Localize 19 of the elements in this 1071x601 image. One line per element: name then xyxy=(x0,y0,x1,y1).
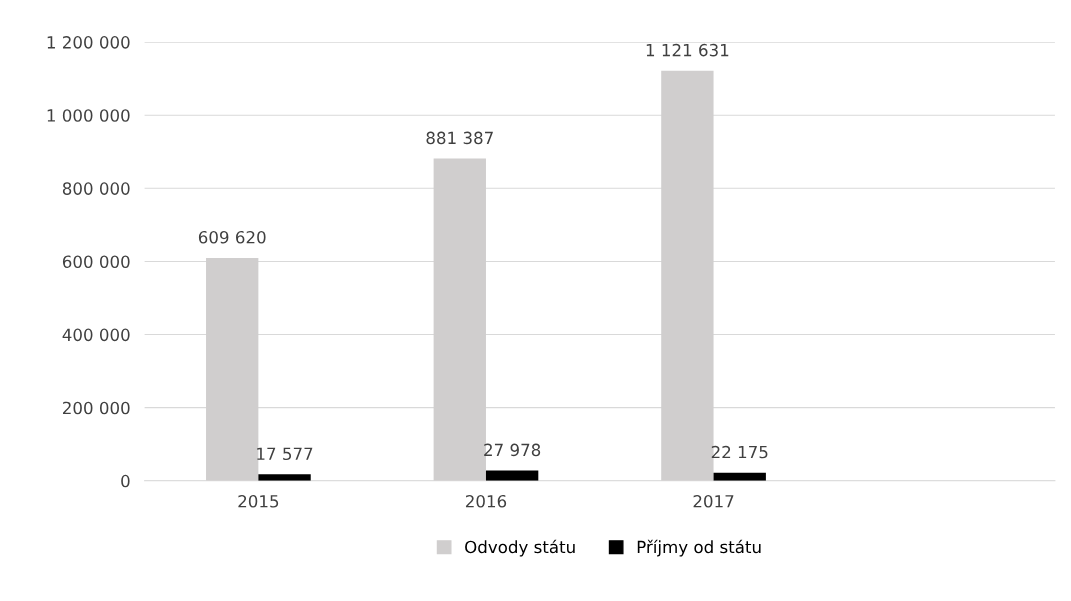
y-tick-label: 1 000 000 xyxy=(47,109,130,122)
data-label: 22 175 xyxy=(711,445,768,459)
legend-label: Příjmy od státu xyxy=(637,539,761,557)
data-label: 881 387 xyxy=(426,131,493,145)
data-label: 17 577 xyxy=(257,447,313,461)
bar xyxy=(258,474,311,481)
x-tick-label: 2015 xyxy=(238,494,279,508)
y-tick-label: 800 000 xyxy=(62,182,130,195)
y-tick-label: 200 000 xyxy=(63,401,130,415)
data-label: 1 121 631 xyxy=(646,43,729,57)
data-label: 609 620 xyxy=(198,230,266,244)
y-tick-label: 1 200 000 xyxy=(47,36,130,49)
y-tick-label: 0 xyxy=(121,474,130,488)
legend-label: Odvody státu xyxy=(465,539,575,557)
data-label: 27 978 xyxy=(484,443,541,457)
x-tick-label: 2016 xyxy=(465,494,507,508)
x-tick-label: 2017 xyxy=(693,494,734,508)
y-tick-label: 400 000 xyxy=(62,328,130,342)
y-tick-label: 600 000 xyxy=(62,255,130,268)
